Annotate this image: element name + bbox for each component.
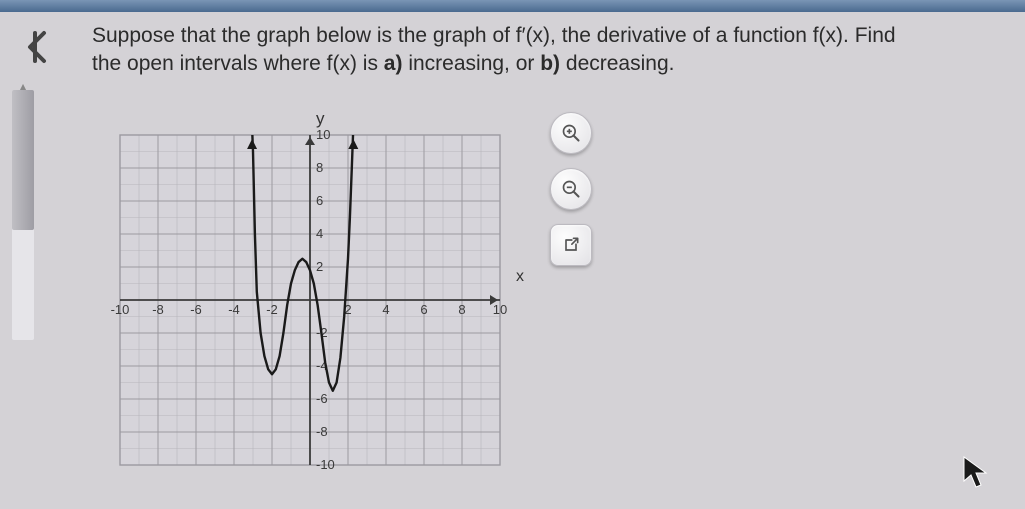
chart-svg: -10-8-6-4-2246810108642-2-4-6-8-10 [100,115,520,485]
graph-area: y x -10-8-6-4-2246810108642-2-4-6-8-10 [100,115,520,485]
svg-text:-4: -4 [228,302,240,317]
svg-text:-6: -6 [316,391,328,406]
question-part-b: b) [540,52,560,75]
x-axis-label: x [516,268,524,286]
svg-text:8: 8 [458,302,465,317]
svg-text:8: 8 [316,160,323,175]
svg-text:-8: -8 [152,302,164,317]
question-part-a: a) [384,52,403,75]
question-text: Suppose that the graph below is the grap… [92,22,995,79]
zoom-out-button[interactable] [550,168,592,210]
scroll-thumb[interactable] [12,90,34,230]
question-line2-prefix: the open intervals where f(x) is [92,52,384,75]
svg-text:-6: -6 [190,302,202,317]
zoom-in-button[interactable] [550,112,592,154]
svg-text:6: 6 [420,302,427,317]
back-button[interactable] [18,28,62,66]
svg-text:-10: -10 [111,302,130,317]
vertical-scrollbar[interactable]: ▴ [12,90,34,340]
y-axis-label: y [316,109,325,129]
open-external-button[interactable] [550,224,592,266]
mouse-cursor-icon [961,455,989,491]
graph-tools [550,112,592,266]
window-topbar [0,0,1025,12]
svg-text:-10: -10 [316,457,335,472]
svg-text:-2: -2 [266,302,278,317]
svg-text:4: 4 [316,226,323,241]
svg-text:4: 4 [382,302,389,317]
svg-text:10: 10 [493,302,507,317]
svg-text:6: 6 [316,193,323,208]
question-increasing: increasing, or [408,52,540,75]
svg-text:-8: -8 [316,424,328,439]
svg-text:2: 2 [316,259,323,274]
svg-text:10: 10 [316,127,330,142]
question-decreasing: decreasing. [566,52,675,75]
question-line1: Suppose that the graph below is the grap… [92,24,896,47]
